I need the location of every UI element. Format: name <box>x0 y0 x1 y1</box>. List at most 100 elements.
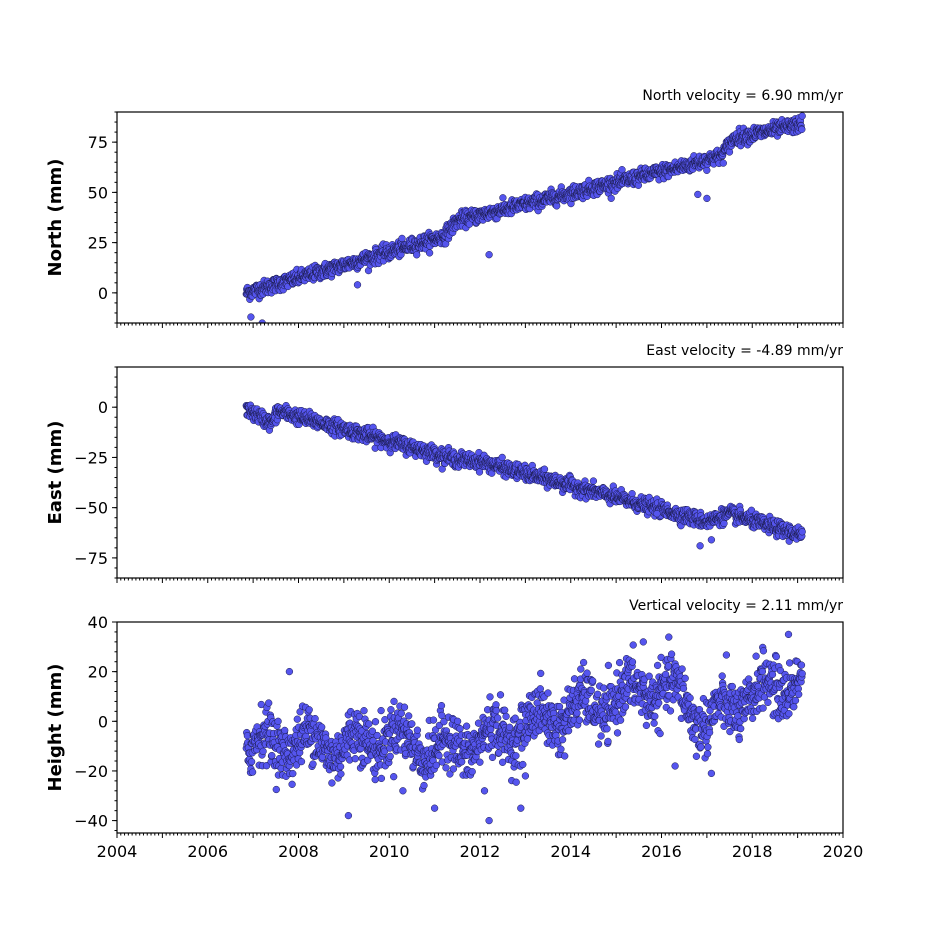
data-point <box>336 762 345 771</box>
data-point <box>653 661 662 670</box>
data-point <box>557 745 565 753</box>
data-point <box>487 725 495 734</box>
data-point <box>390 773 398 781</box>
data-point <box>438 711 446 720</box>
data-point <box>390 697 398 706</box>
data-point <box>587 686 595 694</box>
data-point <box>579 658 588 667</box>
y-tick-label: 0 <box>98 398 108 417</box>
data-point <box>258 319 266 323</box>
data-point <box>618 166 626 174</box>
data-point <box>318 723 326 731</box>
data-point <box>360 707 368 715</box>
data-points <box>242 630 806 825</box>
data-point <box>653 510 661 518</box>
data-point <box>694 190 702 199</box>
data-point <box>449 765 458 773</box>
data-point <box>247 313 255 321</box>
data-point <box>328 779 336 787</box>
data-point <box>558 736 567 744</box>
data-point <box>432 761 440 769</box>
data-point <box>798 112 806 120</box>
y-tick-label: −50 <box>74 499 108 518</box>
data-points <box>242 112 806 323</box>
data-point <box>494 714 502 722</box>
data-point <box>537 669 545 678</box>
data-point <box>519 760 527 769</box>
data-point <box>603 725 611 733</box>
data-point <box>589 477 598 485</box>
data-point <box>293 715 301 723</box>
data-point <box>703 194 711 203</box>
data-point <box>458 758 466 766</box>
data-point <box>692 752 701 760</box>
data-point <box>655 699 663 707</box>
data-point <box>679 684 688 693</box>
data-point <box>405 712 413 720</box>
data-point <box>798 528 806 536</box>
y-tick-label: 75 <box>88 133 108 152</box>
data-point <box>365 720 373 728</box>
data-point <box>281 726 289 735</box>
y-axis-label: North (mm) <box>45 159 66 277</box>
data-point <box>440 718 448 726</box>
data-point <box>664 662 673 670</box>
data-point <box>318 753 327 761</box>
data-point <box>544 689 552 697</box>
y-tick-label: 25 <box>88 234 108 253</box>
data-point <box>678 665 686 673</box>
data-point <box>387 706 395 714</box>
data-point <box>437 701 446 710</box>
data-point <box>600 684 608 692</box>
data-point <box>667 650 676 658</box>
data-point <box>686 694 694 702</box>
data-point <box>583 669 591 677</box>
data-point <box>297 757 306 766</box>
data-point <box>725 148 734 156</box>
data-point <box>429 716 438 724</box>
data-point <box>247 758 256 766</box>
data-point <box>666 707 675 715</box>
data-point <box>413 726 422 734</box>
data-point <box>512 778 520 786</box>
data-point <box>488 753 497 762</box>
data-point <box>651 712 659 720</box>
data-point <box>523 735 532 743</box>
data-point <box>597 732 605 740</box>
data-point <box>573 709 581 717</box>
data-point <box>496 691 505 699</box>
data-point <box>696 542 704 550</box>
data-point <box>453 717 462 725</box>
data-point <box>719 159 727 167</box>
data-point <box>703 166 711 174</box>
data-point <box>656 729 664 738</box>
velocity-title: North velocity = 6.90 mm/yr <box>642 88 843 104</box>
data-point <box>377 774 386 783</box>
data-point <box>442 764 450 772</box>
data-point <box>707 536 716 544</box>
data-point <box>613 729 622 737</box>
data-point <box>593 690 602 698</box>
data-point <box>368 727 377 735</box>
data-point <box>645 672 653 680</box>
data-point <box>408 720 416 728</box>
data-point <box>492 706 500 715</box>
data-point <box>499 194 507 202</box>
data-point <box>446 770 454 778</box>
data-point <box>720 519 728 528</box>
data-point <box>628 658 637 666</box>
data-point <box>288 780 296 788</box>
data-point <box>594 740 603 748</box>
data-point <box>577 665 585 673</box>
data-point <box>564 727 573 735</box>
data-point <box>697 743 705 751</box>
data-point <box>604 737 612 746</box>
data-point <box>486 693 494 701</box>
data-point <box>274 717 282 725</box>
data-point <box>616 716 625 724</box>
data-point <box>485 251 493 259</box>
data-point <box>351 755 359 763</box>
data-point <box>502 712 510 721</box>
data-point <box>705 728 714 737</box>
